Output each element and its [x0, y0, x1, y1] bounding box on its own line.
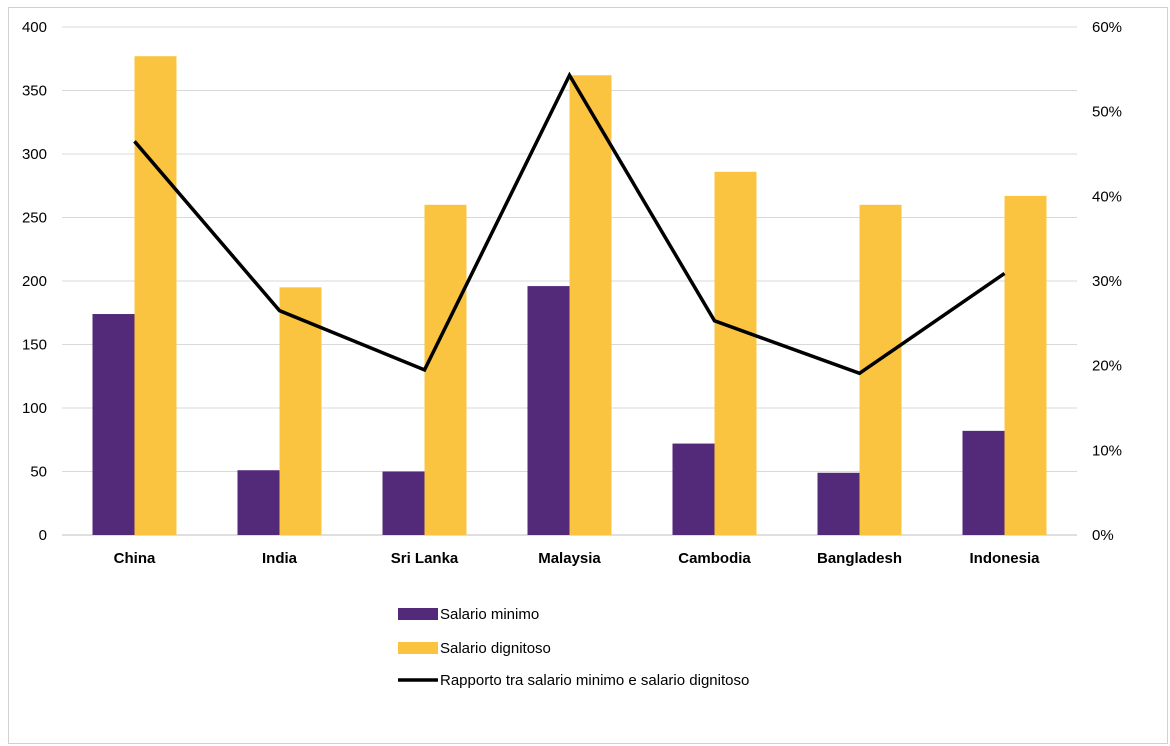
legend-swatch [398, 642, 438, 654]
right-tick-label: 20% [1092, 358, 1122, 375]
bar-salario-dignitoso-0 [134, 56, 177, 536]
bar-salario-dignitoso-4 [714, 171, 757, 535]
legend-label: Salario minimo [440, 606, 539, 623]
ratio-line-group [133, 71, 1006, 376]
left-tick-label: 150 [22, 337, 47, 354]
bar-salario-minimo-4 [672, 443, 715, 535]
right-tick-label: 30% [1092, 273, 1122, 290]
bar-salario-minimo-6 [962, 430, 1005, 535]
left-tick-label: 100 [22, 400, 47, 417]
left-axis: 0 50 100 150 200 250 300 350 400 [22, 19, 47, 544]
chart-frame [8, 7, 1168, 744]
legend-swatch [398, 608, 438, 620]
bar-salario-minimo-1 [237, 470, 280, 535]
bar-salario-dignitoso-2 [424, 204, 467, 536]
category-axis: China India Sri Lanka Malaysia Cambodia Bangl… [114, 550, 1040, 567]
bar-salario-dignitoso-6 [1004, 195, 1047, 535]
category-label: India [262, 550, 298, 567]
category-label: Cambodia [678, 550, 751, 567]
left-tick-label: 0 [39, 527, 47, 544]
left-tick-label: 400 [22, 19, 47, 36]
legend-label: Rapporto tra salario minimo e salario di… [440, 672, 749, 689]
left-tick-label: 50 [30, 464, 47, 481]
legend: Salario minimo Salario dignitoso Rapporto … [398, 606, 749, 689]
bar-salario-minimo-0 [92, 314, 135, 535]
right-tick-label: 10% [1092, 442, 1122, 459]
left-tick-label: 300 [22, 146, 47, 163]
bar-salario-dignitoso-3 [569, 75, 612, 535]
right-axis: 0% 10% 20% 30% 40% 50% 60% [1092, 19, 1122, 544]
right-tick-label: 0% [1092, 527, 1114, 544]
left-tick-label: 200 [22, 273, 47, 290]
right-tick-label: 50% [1092, 104, 1122, 121]
left-tick-label: 250 [22, 210, 47, 227]
bar-salario-dignitoso-1 [279, 287, 322, 535]
grid-lines [62, 26, 1077, 536]
category-label: China [114, 550, 156, 567]
left-tick-label: 350 [22, 83, 47, 100]
category-label: Sri Lanka [391, 550, 459, 567]
category-label: Indonesia [969, 550, 1040, 567]
right-tick-label: 40% [1092, 188, 1122, 205]
legend-label: Salario dignitoso [440, 640, 551, 657]
bar-salario-minimo-2 [382, 471, 425, 535]
bars [92, 56, 1047, 536]
right-tick-label: 60% [1092, 19, 1122, 36]
bar-salario-minimo-5 [817, 472, 860, 535]
bar-salario-minimo-3 [527, 286, 570, 535]
category-label: Malaysia [538, 550, 601, 567]
category-label: Bangladesh [817, 550, 902, 567]
